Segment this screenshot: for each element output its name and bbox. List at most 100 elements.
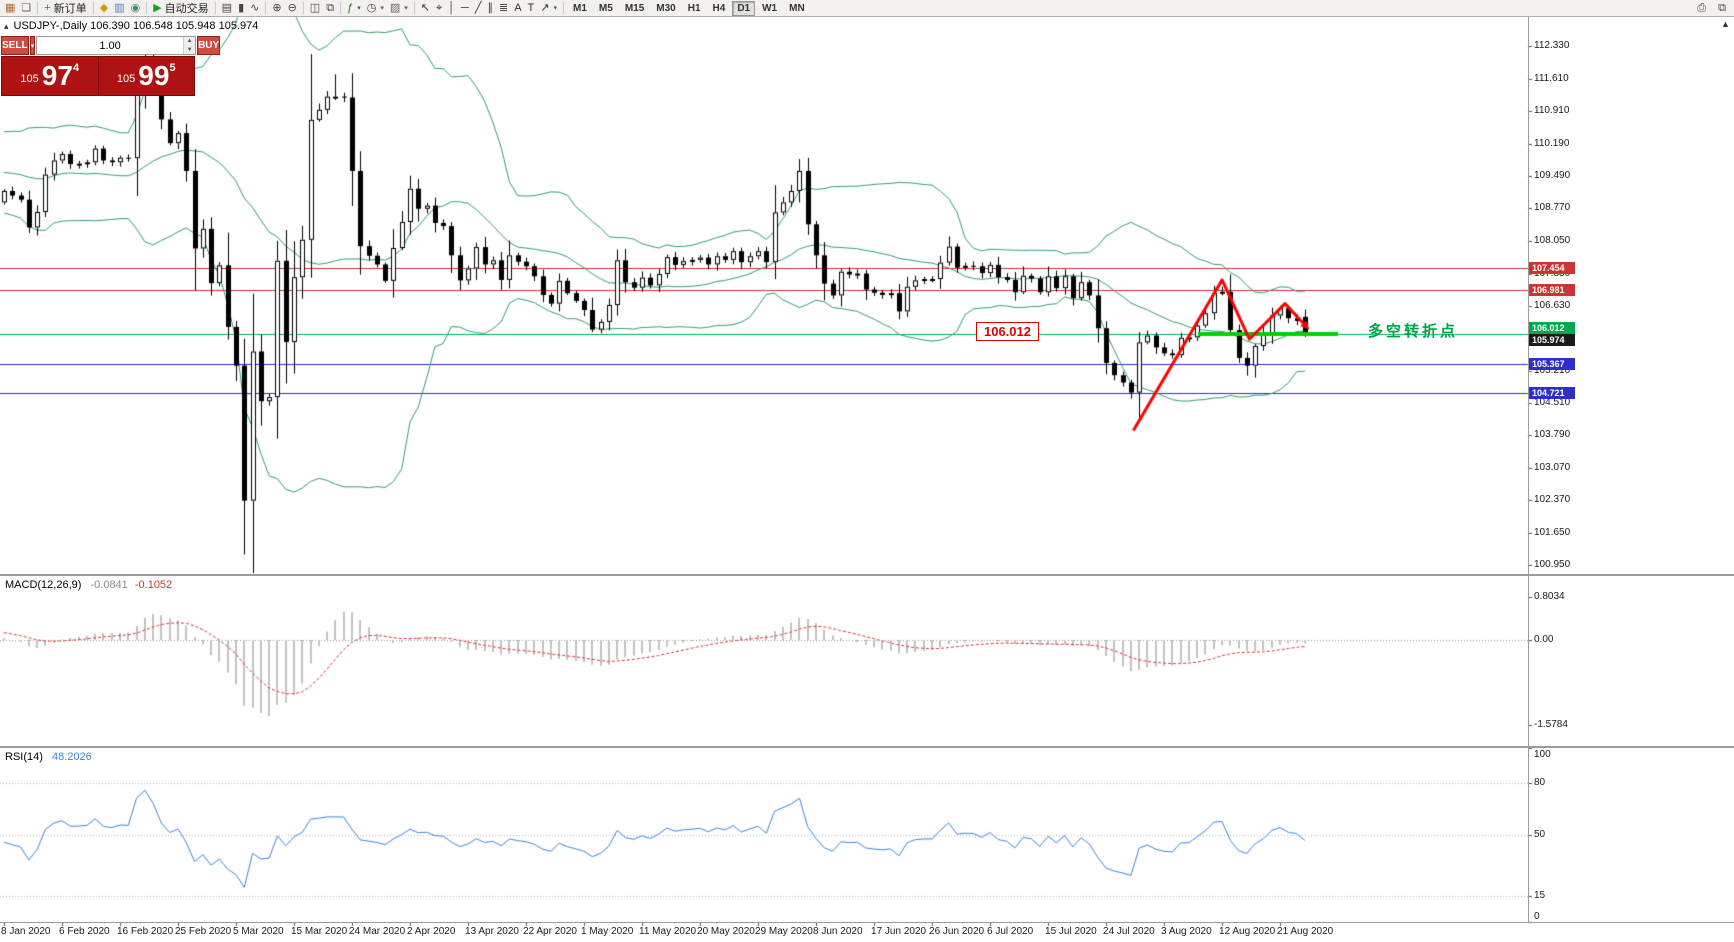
channel-icon[interactable]: ∥ bbox=[484, 1, 496, 16]
timeframe-m30[interactable]: M30 bbox=[656, 2, 676, 14]
line-chart-icon[interactable]: ∿ bbox=[247, 1, 262, 16]
navigator-icon[interactable]: ◉ bbox=[128, 1, 144, 16]
market-watch-icon[interactable]: ◆ bbox=[97, 1, 111, 16]
rsi-info-line: RSI(14) 48.2026 bbox=[5, 751, 92, 763]
channel-icon-glyph: ∥ bbox=[487, 1, 493, 14]
periods-icon-glyph: ◷ bbox=[366, 1, 377, 14]
bid-prefix: 105 bbox=[20, 73, 39, 85]
timeframe-mn[interactable]: MN bbox=[789, 2, 805, 14]
bar-chart-icon[interactable]: ▤ bbox=[219, 1, 235, 16]
fibonacci-icon-glyph: ≣ bbox=[498, 1, 509, 14]
print-icon[interactable]: ⎙ bbox=[1694, 1, 1709, 16]
toolbar: ▦ ❏ + 新订单 ◆ ▥ ◉ ▶ 自动交易 ▤ ▮ ∿ ⊕ ⊖ ◫ ⧉ ƒ ▾ ◷ ▾ ▨ ▾ ↖ ⌖ │ ─ ╱ ∥ ≣ A T ↗ ▾ M1… bbox=[0, 0, 1734, 17]
chart-info-line: ▴ USDJPY-,Daily 106.390 106.548 105.948 1… bbox=[4, 20, 258, 32]
toolbar-main: ▦ ❏ + 新订单 ◆ ▥ ◉ ▶ 自动交易 ▤ ▮ ∿ ⊕ ⊖ ◫ ⧉ ƒ ▾ ◷ ▾ ▨ ▾ ↖ ⌖ │ ─ ╱ ∥ ≣ A T ↗ ▾ M1… bbox=[0, 0, 1694, 16]
volume-decrease-icon[interactable]: ▼ bbox=[184, 45, 196, 54]
toolbar-separator bbox=[265, 2, 267, 14]
print-preview-icon-glyph: ⧉ bbox=[1718, 1, 1726, 14]
toolbar-separator bbox=[214, 2, 216, 14]
autotrading-button-label: 自动交易 bbox=[164, 3, 209, 15]
new-order-button[interactable]: + 新订单 bbox=[41, 1, 89, 16]
new-chart-icon-glyph: ▦ bbox=[5, 1, 16, 14]
timeframe-h4[interactable]: H4 bbox=[712, 2, 726, 14]
timeframe-w1[interactable]: W1 bbox=[762, 2, 778, 14]
zoom-out-icon[interactable]: ⊖ bbox=[285, 1, 300, 16]
fibonacci-icon[interactable]: ≣ bbox=[496, 1, 511, 16]
price-axis-separator bbox=[1528, 17, 1529, 922]
cascade-windows-icon[interactable]: ⧉ bbox=[323, 1, 337, 16]
text-icon-glyph: A bbox=[514, 1, 522, 14]
data-window-icon[interactable]: ▥ bbox=[111, 1, 127, 16]
vertical-line-icon[interactable]: │ bbox=[445, 1, 458, 16]
ask-big-figure: 99 bbox=[138, 60, 170, 91]
price-divider bbox=[97, 57, 99, 95]
crosshair-icon[interactable]: ⌖ bbox=[433, 1, 445, 16]
bid-pip-sup: 4 bbox=[72, 62, 80, 74]
cursor-icon[interactable]: ↖ bbox=[418, 1, 433, 16]
one-click-trading-panel: SELL ▾ ▲ ▼ BUY 105 97 4 105 99 5 bbox=[1, 36, 221, 96]
periods-icon[interactable]: ◷ ▾ bbox=[364, 1, 387, 16]
line-chart-icon-glyph: ∿ bbox=[250, 1, 260, 14]
navigator-icon-glyph: ◉ bbox=[130, 1, 141, 14]
text-label-icon[interactable]: T bbox=[525, 1, 538, 16]
scroll-up-icon[interactable]: ▲ bbox=[1721, 19, 1730, 29]
tile-windows-icon-glyph: ◫ bbox=[309, 1, 321, 14]
volume-increase-icon[interactable]: ▲ bbox=[184, 37, 196, 46]
timeframe-m15[interactable]: M15 bbox=[624, 2, 645, 14]
print-preview-icon[interactable]: ⧉ bbox=[1715, 1, 1729, 16]
macd-info-line: MACD(12,26,9) -0.0841 -0.1052 bbox=[5, 579, 172, 591]
toolbar-separator bbox=[302, 2, 304, 14]
macd-main-value: -0.0841 bbox=[90, 579, 128, 591]
indicators-icon-dropdown[interactable]: ▾ bbox=[357, 5, 361, 12]
templates-icon[interactable]: ▨ ▾ bbox=[387, 1, 411, 16]
arrows-icon-glyph: ↗ bbox=[540, 1, 550, 14]
volume-input[interactable] bbox=[37, 37, 184, 54]
templates-icon-glyph: ▨ bbox=[389, 1, 401, 14]
chart-profiles-icon[interactable]: ❏ bbox=[18, 1, 34, 16]
zoom-in-icon[interactable]: ⊕ bbox=[269, 1, 284, 16]
chart-profiles-icon-glyph: ❏ bbox=[21, 1, 32, 14]
horizontal-line-icon[interactable]: ─ bbox=[458, 1, 472, 16]
buy-button[interactable]: BUY bbox=[197, 36, 221, 55]
text-label-icon-glyph: T bbox=[527, 1, 535, 14]
rsi-value: 48.2026 bbox=[51, 751, 92, 763]
timeframe-h1[interactable]: H1 bbox=[687, 2, 701, 14]
autotrading-button-glyph: ▶ bbox=[153, 1, 162, 14]
arrows-icon[interactable]: ↗ ▾ bbox=[537, 1, 560, 16]
timeframe-m1[interactable]: M1 bbox=[573, 2, 587, 14]
bar-chart-icon-glyph: ▤ bbox=[221, 1, 233, 14]
price-callout[interactable]: 106.012 bbox=[976, 322, 1039, 341]
panel-separator-macd[interactable] bbox=[0, 574, 1734, 576]
toolbar-right: ⎙ ⧉ bbox=[1694, 1, 1734, 16]
text-icon[interactable]: A bbox=[511, 1, 524, 16]
bid-price-display[interactable]: 105 97 4 bbox=[2, 57, 98, 95]
trendline-icon-glyph: ╱ bbox=[474, 1, 482, 14]
tile-windows-icon[interactable]: ◫ bbox=[307, 1, 323, 16]
timeframe-m5[interactable]: M5 bbox=[598, 2, 613, 14]
ask-prefix: 105 bbox=[116, 73, 136, 85]
new-order-button-label: 新订单 bbox=[53, 3, 87, 15]
arrows-icon-dropdown[interactable]: ▾ bbox=[553, 5, 557, 12]
panel-separator-rsi[interactable] bbox=[0, 746, 1734, 748]
print-icon-glyph: ⎙ bbox=[1697, 1, 1707, 14]
periods-icon-dropdown[interactable]: ▾ bbox=[380, 5, 384, 12]
sell-dropdown-icon[interactable]: ▾ bbox=[29, 36, 36, 55]
autotrading-button[interactable]: ▶ 自动交易 bbox=[150, 1, 211, 16]
sell-button[interactable]: SELL bbox=[1, 36, 29, 55]
new-order-button-glyph: + bbox=[44, 1, 51, 14]
trendline-icon[interactable]: ╱ bbox=[472, 1, 485, 16]
new-chart-icon[interactable]: ▦ bbox=[2, 1, 18, 16]
horizontal-line-icon-glyph: ─ bbox=[461, 1, 469, 14]
data-window-icon-glyph: ▥ bbox=[114, 1, 125, 14]
indicators-icon[interactable]: ƒ ▾ bbox=[344, 1, 364, 16]
date-axis-separator bbox=[0, 922, 1734, 923]
candlestick-chart-icon[interactable]: ▮ bbox=[235, 1, 247, 16]
candlestick-chart-icon-glyph: ▮ bbox=[238, 1, 245, 14]
ask-price-display[interactable]: 105 99 5 bbox=[99, 57, 195, 95]
bid-big-figure: 97 bbox=[41, 60, 73, 91]
toolbar-separator bbox=[413, 2, 415, 14]
collapse-icon[interactable]: ▴ bbox=[4, 21, 9, 31]
templates-icon-dropdown[interactable]: ▾ bbox=[404, 5, 408, 12]
timeframe-d1[interactable]: D1 bbox=[732, 0, 756, 16]
